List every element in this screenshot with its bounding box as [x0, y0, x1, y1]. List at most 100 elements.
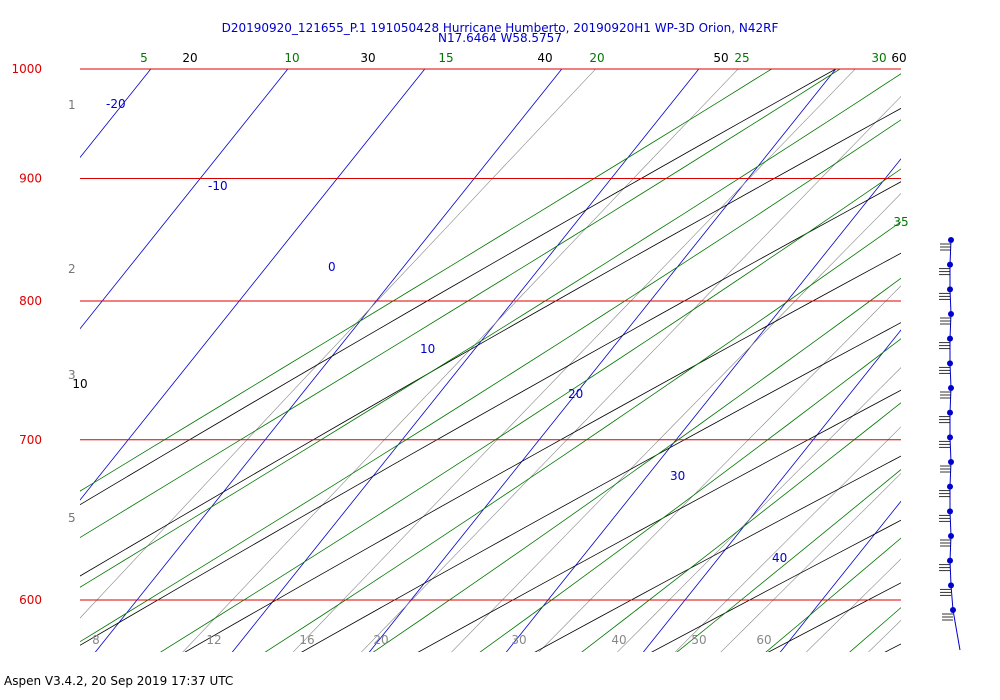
mixing-ratio-line	[868, 619, 901, 652]
moist-adiabat-label: 10	[284, 51, 299, 65]
moist-adiabat-line	[676, 469, 901, 652]
isobar-label: 600	[19, 593, 42, 607]
moist-adiabat-line	[80, 69, 841, 539]
isotherm-line	[80, 69, 289, 330]
wind-barb-dot	[948, 237, 954, 243]
moist-adiabat-line	[264, 221, 901, 652]
dry-adiabat-line	[884, 643, 901, 652]
moist-adiabat-label: 15	[438, 51, 453, 65]
height-label: 2	[68, 262, 76, 276]
mixing-ratio-label: 16	[299, 633, 314, 647]
moist-adiabat-line	[80, 119, 901, 643]
chart-subtitle: N17.6464 W58.5757	[438, 31, 562, 45]
background-lines	[80, 0, 1000, 653]
wind-barb-dot	[947, 483, 953, 490]
mixing-ratio-line	[292, 69, 856, 652]
isotherm-line	[642, 329, 901, 652]
isobar-label: 800	[19, 294, 42, 308]
dry-adiabat-label: 40	[537, 51, 552, 65]
dewpoint-line	[957, 64, 1000, 361]
wind-barb-dot	[948, 533, 954, 539]
moist-adiabat-line	[80, 73, 901, 588]
dry-adiabat-label: 60	[891, 51, 906, 65]
mixing-ratio-line	[361, 96, 901, 652]
footer-version: Aspen V3.4.2, 20 Sep 2019 17:37 UTC	[4, 674, 234, 688]
wind-barb-dot	[948, 311, 954, 317]
wind-barb-dot	[948, 582, 954, 589]
wind-barb-dot	[948, 459, 954, 465]
wind-barb-dot	[947, 360, 953, 367]
mixing-ratio-label: 60	[756, 633, 771, 647]
dry-adiabat-line	[534, 455, 901, 652]
isotherm-label: -10	[208, 179, 228, 193]
wind-barb-dot	[947, 409, 953, 416]
mixing-ratio-line	[451, 193, 901, 652]
mixing-ratio-label: 50	[691, 633, 706, 647]
isotherm-label: 20	[568, 387, 583, 401]
isobar-label: 900	[19, 172, 42, 186]
moist-adiabat-line	[581, 402, 901, 652]
moist-adiabat-label: 25	[734, 51, 749, 65]
dry-adiabat-line	[80, 107, 901, 577]
isotherm-label: 40	[772, 551, 787, 565]
isotherm-line	[80, 69, 152, 159]
dry-adiabat-line	[80, 181, 901, 646]
dry-adiabat-line	[417, 389, 901, 652]
moist-adiabat-label: 35	[893, 215, 908, 229]
mixing-ratio-label: 40	[611, 633, 626, 647]
dry-adiabat-line	[80, 69, 837, 506]
mixing-ratio-line	[182, 69, 739, 652]
wind-barb-dot	[950, 607, 956, 613]
isotherm-label: -20	[106, 97, 126, 111]
wind-barb-dot	[947, 335, 953, 342]
wind-barb-dot	[947, 508, 953, 515]
mixing-ratio-line	[916, 0, 1000, 653]
height-label: 1	[68, 98, 76, 112]
isotherm-line	[368, 69, 837, 652]
wind-profile	[939, 237, 961, 651]
mixing-ratio-line	[617, 367, 901, 652]
moist-adiabat-line	[160, 168, 901, 652]
isobar-lines	[80, 68, 901, 601]
dry-adiabat-label: 20	[182, 51, 197, 65]
wind-barb-dot	[947, 434, 953, 441]
dry-adiabat-label: 50	[713, 51, 728, 65]
isobar-label: 700	[19, 433, 42, 447]
height-label: 3	[68, 368, 76, 382]
sounding-profiles	[957, 64, 1000, 433]
mixing-ratio-label: 8	[92, 633, 100, 647]
mixing-ratio-label: 20	[373, 633, 388, 647]
wind-staff	[949, 239, 961, 651]
isotherm-label: 0	[328, 260, 336, 274]
temperature-line	[963, 64, 1000, 433]
moist-adiabat-line	[849, 607, 901, 652]
chart-title: D20190920_121655_P.1 191050428 Hurricane…	[221, 21, 779, 35]
wind-barb-dot	[947, 261, 953, 268]
moist-adiabat-label: 5	[140, 51, 148, 65]
mixing-ratio-line	[674, 426, 901, 652]
moist-adiabat-line	[765, 537, 901, 652]
dry-adiabat-line	[651, 519, 901, 652]
mixing-ratio-line	[720, 472, 901, 652]
isotherm-label: 10	[420, 342, 435, 356]
isotherm-line	[505, 158, 901, 652]
moist-adiabat-line	[80, 69, 773, 492]
isotherm-line	[779, 500, 901, 652]
moist-adiabat-label: 20	[589, 51, 604, 65]
isotherm-line	[94, 69, 563, 652]
dry-adiabat-label: 30	[360, 51, 375, 65]
height-label: 5	[68, 511, 76, 525]
isobar-label: 1000	[11, 62, 42, 76]
dry-adiabat-label: 10	[72, 377, 87, 391]
wind-barb-dot	[948, 385, 954, 391]
moist-adiabat-line	[479, 338, 901, 652]
mixing-ratio-line	[538, 285, 901, 652]
isotherm-label: 30	[670, 469, 685, 483]
isotherm-line	[80, 69, 426, 501]
dry-adiabat-line	[301, 322, 901, 652]
mixing-ratio-line	[80, 69, 597, 619]
dry-adiabat-line	[184, 252, 901, 652]
moist-adiabat-line	[372, 277, 901, 652]
